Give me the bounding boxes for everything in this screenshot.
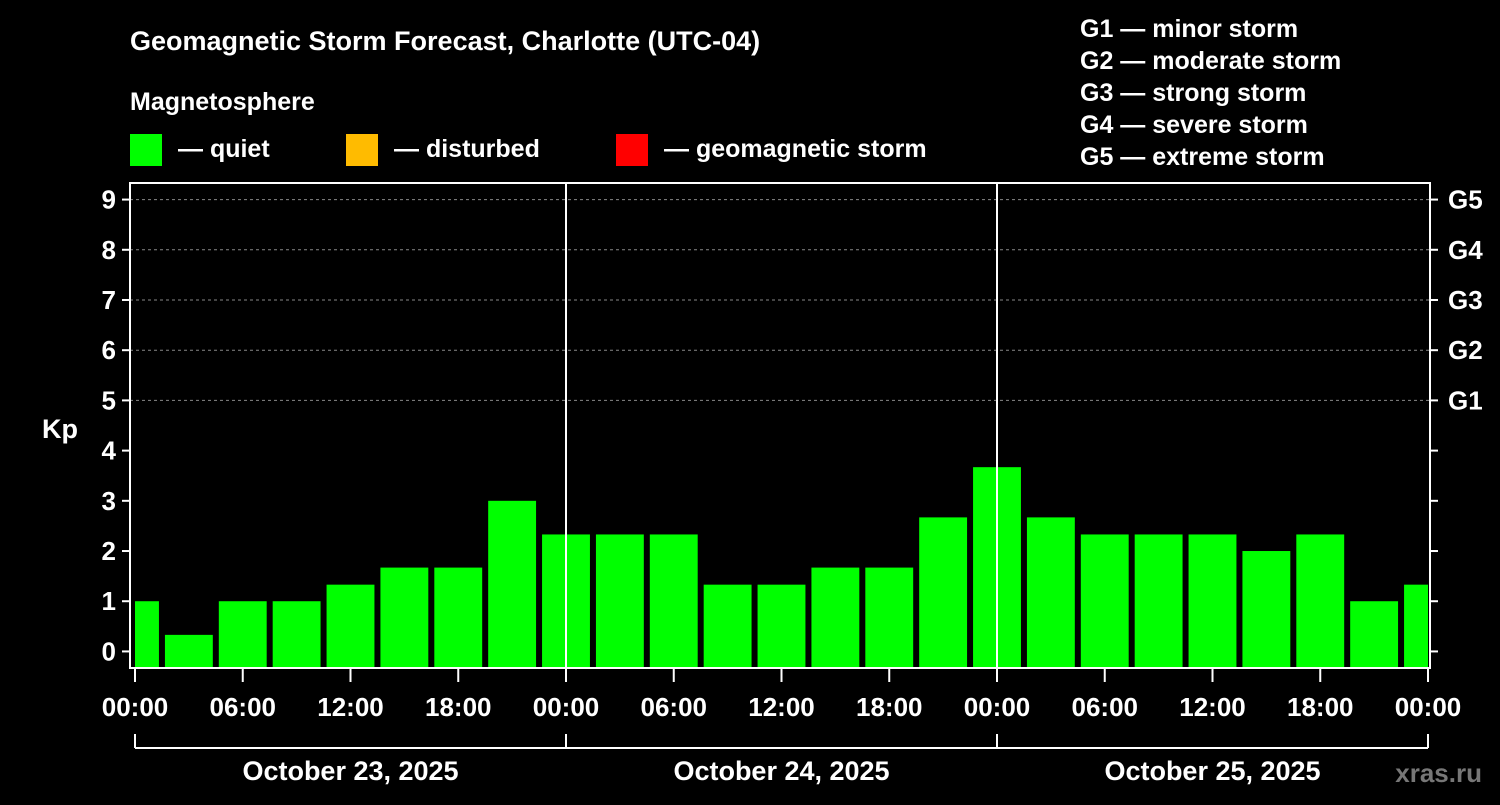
kp-bar: [434, 567, 483, 668]
watermark: xras.ru: [1395, 758, 1482, 788]
scale-g4: G4 — severe storm: [1080, 111, 1308, 139]
scale-g3: G3 — strong storm: [1080, 79, 1306, 107]
kp-bar: [380, 567, 429, 668]
legend-title: Magnetosphere: [130, 88, 315, 116]
g-level-label: G4: [1448, 235, 1483, 265]
x-tick-label: 12:00: [748, 692, 815, 722]
kp-bar: [865, 567, 914, 668]
legend-swatch-storm: [616, 134, 648, 166]
kp-bar: [919, 517, 968, 668]
y-axis-label: Kp: [42, 414, 78, 444]
kp-bar: [757, 584, 806, 668]
kp-bar: [1080, 534, 1129, 668]
y-tick-label: 3: [102, 486, 116, 516]
kp-bar: [649, 534, 698, 668]
legend-label-storm: — geomagnetic storm: [664, 135, 927, 163]
legend-label-quiet: — quiet: [178, 135, 270, 163]
kp-bar: [135, 601, 159, 668]
x-tick-label: 06:00: [641, 692, 708, 722]
x-tick-label: 12:00: [317, 692, 384, 722]
day-label: October 23, 2025: [242, 756, 458, 786]
x-tick-label: 00:00: [102, 692, 169, 722]
kp-bar: [1404, 584, 1428, 668]
g-level-label: G2: [1448, 335, 1483, 365]
kp-bar: [595, 534, 644, 668]
y-tick-label: 1: [102, 586, 116, 616]
y-tick-label: 8: [102, 235, 116, 265]
scale-g5: G5 — extreme storm: [1080, 143, 1325, 171]
x-tick-label: 18:00: [856, 692, 923, 722]
g-level-label: G3: [1448, 285, 1483, 315]
legend-swatch-disturbed: [346, 134, 378, 166]
x-tick-label: 00:00: [964, 692, 1031, 722]
kp-bar: [1188, 534, 1237, 668]
y-tick-label: 7: [102, 285, 116, 315]
plot-frame: [129, 182, 1431, 669]
kp-bar: [164, 634, 213, 668]
x-tick-label: 06:00: [1072, 692, 1139, 722]
scale-g1: G1 — minor storm: [1080, 15, 1298, 43]
x-tick-label: 06:00: [210, 692, 277, 722]
day-label: October 24, 2025: [673, 756, 889, 786]
chart-title: Geomagnetic Storm Forecast, Charlotte (U…: [130, 26, 760, 56]
kp-bar: [1242, 551, 1291, 668]
y-tick-label: 2: [102, 536, 116, 566]
kp-bar: [272, 601, 321, 668]
kp-bar: [1026, 517, 1075, 668]
y-tick-label: 4: [102, 436, 117, 466]
kp-bar: [488, 500, 537, 668]
y-tick-label: 9: [102, 185, 116, 215]
x-tick-label: 12:00: [1179, 692, 1246, 722]
scale-g2: G2 — moderate storm: [1080, 47, 1341, 75]
x-tick-label: 00:00: [1395, 692, 1462, 722]
g-level-label: G1: [1448, 385, 1483, 415]
x-tick-label: 18:00: [425, 692, 492, 722]
y-tick-label: 0: [102, 636, 116, 666]
kp-bar: [1134, 534, 1183, 668]
kp-bar: [218, 601, 267, 668]
legend-label-disturbed: — disturbed: [394, 135, 540, 163]
kp-bar: [811, 567, 860, 668]
legend-swatch-quiet: [130, 134, 162, 166]
kp-bar: [1296, 534, 1345, 668]
y-tick-label: 5: [102, 385, 116, 415]
x-tick-label: 18:00: [1287, 692, 1354, 722]
kp-bar: [703, 584, 752, 668]
y-tick-label: 6: [102, 335, 116, 365]
kp-bar: [326, 584, 375, 668]
day-label: October 25, 2025: [1104, 756, 1320, 786]
kp-bar: [1350, 601, 1399, 668]
g-level-label: G5: [1448, 185, 1483, 215]
x-tick-label: 00:00: [533, 692, 600, 722]
